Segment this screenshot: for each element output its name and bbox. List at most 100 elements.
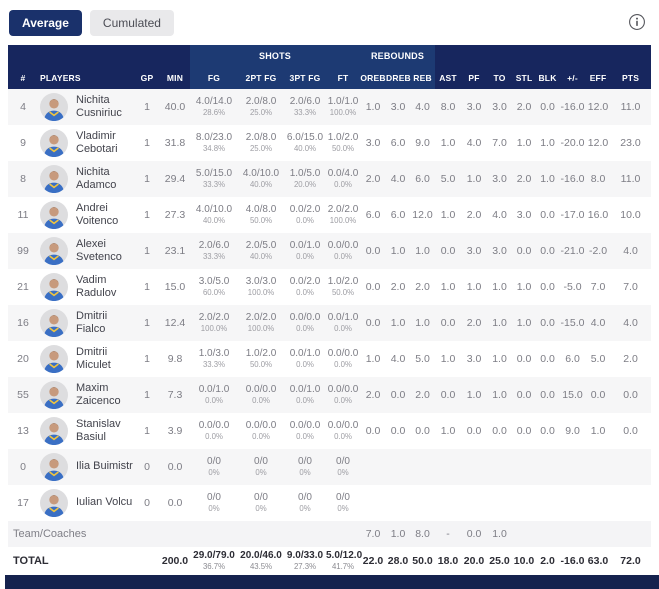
- cell-stl: 1.0: [516, 317, 532, 329]
- player-row[interactable]: 8 Nichita Adamco 1 29.4 5.0/15.0 33.3% 4.0/10.…: [8, 161, 652, 197]
- player-avatar: [40, 201, 68, 229]
- cell-pf: 4.0: [466, 137, 482, 149]
- player-name[interactable]: Vladimir Cebotari: [76, 129, 118, 155]
- player-name[interactable]: Dmitrii Fialco: [76, 309, 108, 335]
- cell-stl: 0.0: [516, 245, 532, 257]
- cell-oreb: 1.0: [365, 353, 381, 365]
- cell-dreb: 1.0: [390, 317, 406, 329]
- cell-eff: 8.0: [590, 173, 606, 185]
- player-row[interactable]: 4 Nichita Cusniriuc 1 40.0 4.0/14.0 28.6% 2.0/…: [8, 89, 652, 125]
- player-name[interactable]: Stanislav Basiul: [76, 417, 121, 443]
- tab-average[interactable]: Average: [9, 10, 82, 36]
- shot-made-attempted: 4.0/10.0: [195, 204, 233, 215]
- cell-gp: 1: [144, 137, 150, 149]
- player-name[interactable]: Maxim Zaicenco: [76, 381, 121, 407]
- cell-ast: 5.0: [440, 173, 456, 185]
- shot-percentage: 100.0%: [329, 216, 357, 225]
- cell-ft: 0.0/0.0 0.0%: [326, 377, 360, 413]
- cell-ft: 2.0/2.0 100.0%: [326, 197, 360, 233]
- player-name[interactable]: Nichita Adamco: [76, 165, 117, 191]
- shot-made-attempted: 0.0/0.0: [245, 384, 277, 395]
- player-name[interactable]: Andrei Voitenco: [76, 201, 119, 227]
- cell-to: [487, 449, 512, 485]
- cell-eff: -2.0: [588, 245, 608, 257]
- cell-p3: 0.0/0.0 0.0%: [284, 413, 326, 449]
- player-row[interactable]: 99 Alexei Svetenco 1 23.1 2.0/6.0 33.3% 2.0/5.…: [8, 233, 652, 269]
- shot-percentage: 0%: [299, 468, 311, 477]
- player-row[interactable]: 13 Stanislav Basiul 1 3.9 0.0/0.0 0.0% 0.0/0.0…: [8, 413, 651, 449]
- cell-stl: [512, 485, 536, 521]
- player-avatar: [40, 309, 68, 337]
- player-row[interactable]: 21 Vadim Radulov 1 15.0 3.0/5.0 60.0% 3.0/3.0 1…: [8, 269, 651, 305]
- cell-stl: 1.0: [516, 281, 532, 293]
- cell-pm: 6.0: [565, 353, 580, 365]
- cell-min: 12.4: [164, 317, 186, 329]
- cell-p2: 4.0/8.0 50.0%: [238, 197, 284, 233]
- cell-p3: 0.0/1.0 0.0%: [284, 233, 326, 269]
- shot-percentage: 0.0%: [296, 396, 314, 405]
- col-header-ast: AST: [435, 66, 462, 89]
- cell-pts: 0.0: [623, 425, 638, 437]
- cell-eff: 1.0: [590, 425, 606, 437]
- team-row-spacer: [512, 521, 651, 547]
- col-header-oreb: OREB: [360, 66, 387, 89]
- cell-pts: [610, 485, 651, 521]
- player-name[interactable]: Ilia Buimistr: [76, 460, 133, 473]
- player-row[interactable]: 20 Dmitrii Miculet 1 9.8 1.0/3.0 33.3% 1.0/2.0…: [8, 341, 651, 377]
- player-name[interactable]: Iulian Volcu: [76, 496, 133, 509]
- shot-percentage: 33.3%: [202, 180, 226, 189]
- cell-to: 1.0: [492, 389, 507, 401]
- player-name[interactable]: Alexei Svetenco: [76, 237, 122, 263]
- cell-eff: 4.0: [590, 317, 606, 329]
- col-header-min: MIN: [160, 66, 190, 89]
- cell-total-blk: 2.0: [540, 555, 555, 567]
- cell-reb: [410, 449, 435, 485]
- player-row[interactable]: 9 Vladimir Cebotari 1 31.8 8.0/23.0 34.8% 2.0/…: [8, 125, 651, 161]
- player-row[interactable]: 0 Ilia Buimistr 0 0.0 0/0 0% 0/0 0% 0/0 0% 0/0 0%: [8, 449, 652, 485]
- cell-gp: 1: [144, 101, 150, 113]
- col-header-ft: FT: [326, 66, 361, 89]
- cell-pm: [559, 485, 586, 521]
- shot-made-attempted: 1.0/1.0: [327, 96, 359, 107]
- player-avatar: [40, 453, 68, 481]
- shot-percentage: 100.0%: [247, 288, 275, 297]
- cell-pts: 2.0: [623, 353, 638, 365]
- cell-pts: [610, 449, 651, 485]
- cell-p2: 2.0/2.0 100.0%: [238, 305, 284, 341]
- cell-pf: 2.0: [466, 209, 482, 221]
- player-name[interactable]: Dmitrii Miculet: [76, 345, 111, 371]
- col-header-pts: PTS: [610, 66, 652, 89]
- shot-made-attempted: 0/0: [207, 492, 221, 503]
- player-name[interactable]: Nichita Cusniriuc: [76, 93, 122, 119]
- cell-ft: 1.0/2.0 50.0%: [326, 269, 360, 305]
- col-header-dreb: DREB: [386, 66, 411, 89]
- shot-made-attempted: 5.0/15.0: [195, 168, 233, 179]
- cell-blk: [536, 485, 559, 521]
- player-row[interactable]: 55 Maxim Zaicenco 1 7.3 0.0/1.0 0.0% 0.0/0.0 0.…: [8, 377, 652, 413]
- info-icon[interactable]: [628, 13, 646, 31]
- cell-stl: 0.0: [516, 353, 532, 365]
- shot-made-attempted: 0.0/1.0: [198, 384, 230, 395]
- cell-blk: 1.0: [540, 173, 555, 185]
- cell-eff: 16.0: [587, 209, 609, 221]
- cell-jersey-number: 4: [20, 101, 26, 113]
- cell-gp: 1: [144, 281, 150, 293]
- stats-table: SHOTS REBOUNDS # PLAYERS GP MIN FG 2PT F…: [8, 45, 652, 575]
- cell-blk: 0.0: [540, 101, 555, 113]
- player-row[interactable]: 16 Dmitrii Fialco 1 12.4 2.0/2.0 100.0% 2.0/2.…: [8, 305, 652, 341]
- shot-made-attempted: 0/0: [336, 492, 350, 503]
- tab-cumulated[interactable]: Cumulated: [89, 10, 174, 36]
- shot-percentage: 0.0%: [205, 432, 223, 441]
- shot-made-attempted: 0.0/1.0: [289, 384, 321, 395]
- cell-total-plusminus: -16.0: [560, 555, 585, 567]
- player-row[interactable]: 17 Iulian Volcu 0 0.0 0/0 0% 0/0 0% 0/0 0% 0/0 0%: [8, 485, 651, 521]
- player-name[interactable]: Vadim Radulov: [76, 273, 117, 299]
- cell-dreb: 0.0: [390, 389, 406, 401]
- shot-percentage: 0.0%: [296, 216, 314, 225]
- cell-total-min: 200.0: [161, 555, 189, 567]
- player-row[interactable]: 11 Andrei Voitenco 1 27.3 4.0/10.0 40.0% 4.0/8…: [8, 197, 651, 233]
- cell-pm: -20.0: [560, 137, 585, 149]
- cell-total-stl: 10.0: [513, 555, 535, 567]
- cell-fg: 8.0/23.0 34.8%: [190, 125, 238, 161]
- shot-percentage: 0.0%: [252, 396, 270, 405]
